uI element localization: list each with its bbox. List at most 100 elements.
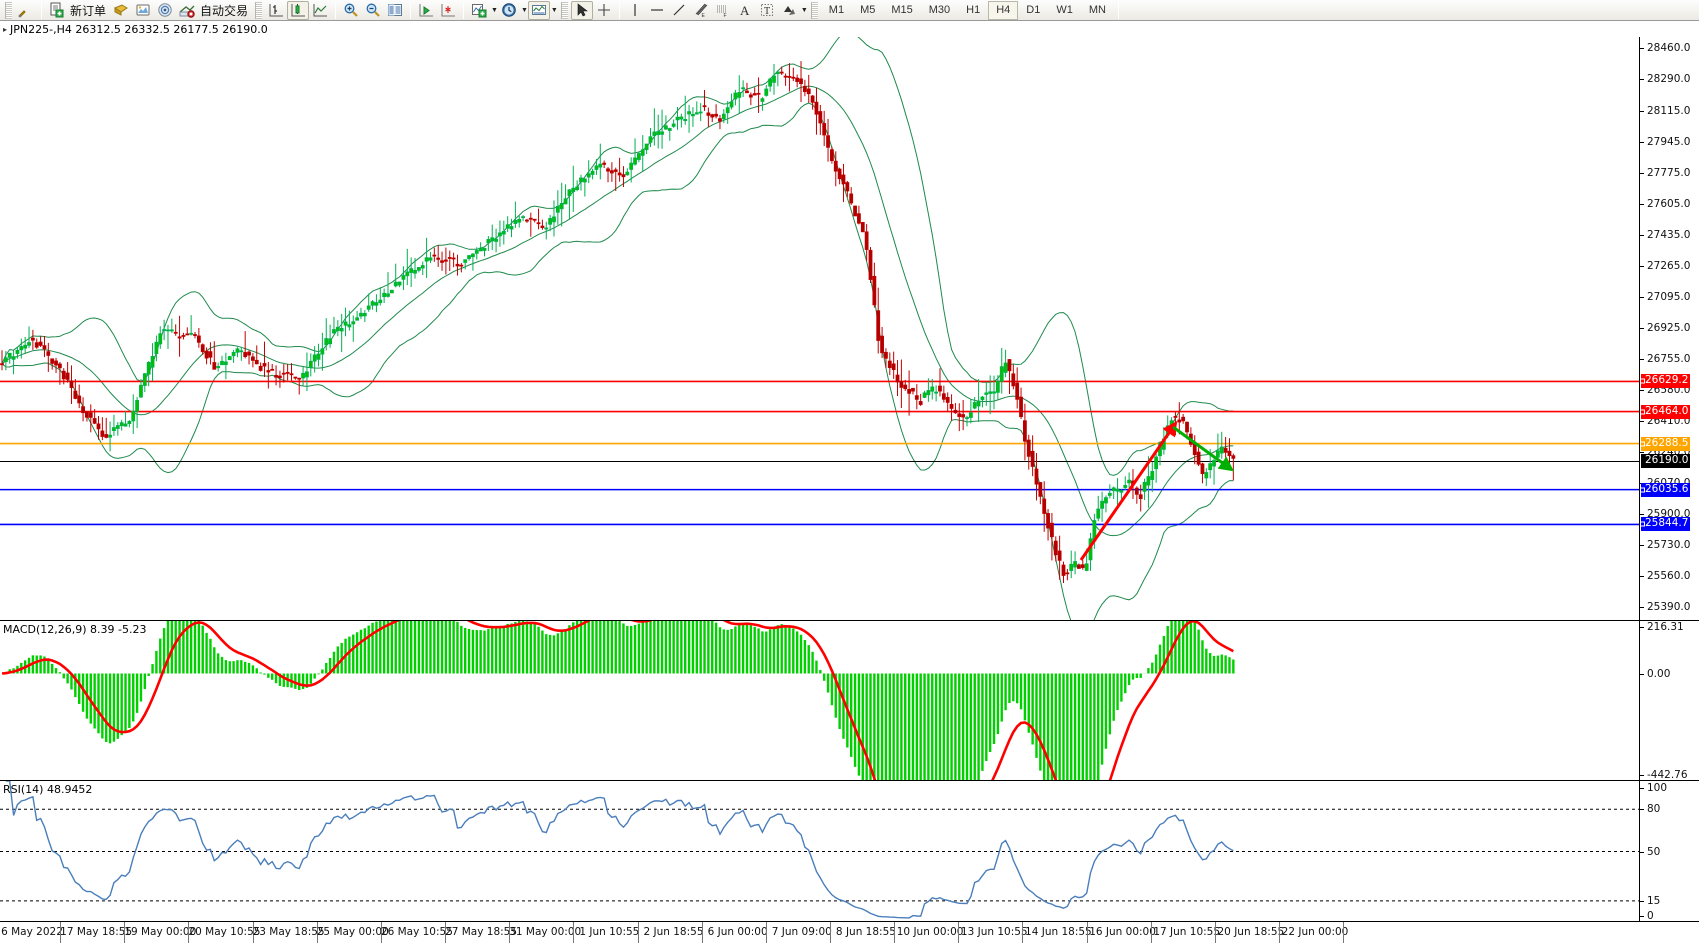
templates-icon[interactable] — [527, 0, 550, 20]
period-dropdown-icon[interactable]: ▼ — [520, 6, 528, 14]
macd-plot[interactable] — [0, 621, 1699, 780]
level-handle[interactable] — [1640, 441, 1645, 447]
time-axis[interactable]: 6 May 2022 17 May 18:55 19 May 00:00 20 May… — [0, 921, 1699, 943]
level-handle[interactable] — [1640, 487, 1645, 493]
indicators-dropdown-icon[interactable]: ▼ — [491, 6, 498, 14]
rsi-pane[interactable]: RSI(14) 48.9452 100 80 50 15 0 — [0, 780, 1699, 922]
rsi-tick: 50 — [1640, 846, 1660, 858]
price-level-badge-resistance[interactable]: 26629.2 — [1640, 374, 1691, 389]
time-separator — [124, 922, 126, 943]
rsi-axis[interactable]: 100 80 50 15 0 — [1639, 781, 1699, 922]
text-icon[interactable]: A — [734, 1, 756, 20]
collapse-icon[interactable]: ▸ — [3, 25, 8, 34]
price-level-badge-support[interactable]: 26035.6 — [1640, 482, 1691, 497]
zoom-out-icon[interactable] — [362, 1, 384, 20]
rsi-tick: 0 — [1640, 910, 1654, 922]
toolbar-separator-3 — [410, 1, 412, 19]
main-toolbar: 新订单 自动交易 — [0, 0, 1699, 21]
candlestick-icon[interactable] — [287, 0, 310, 20]
price-level-badge-last-price[interactable]: 26190.0 — [1641, 454, 1691, 469]
svg-text:A: A — [740, 3, 750, 18]
news-icon[interactable] — [132, 1, 154, 20]
timeframe-h1[interactable]: H1 — [966, 4, 981, 16]
price-tick: 25390.0 — [1640, 601, 1690, 613]
svg-text:T: T — [764, 6, 770, 17]
time-separator — [701, 922, 703, 943]
bar-chart-icon[interactable] — [265, 1, 287, 20]
time-tick: 23 May 18:55 — [252, 926, 325, 938]
text-label-icon[interactable]: T — [756, 1, 778, 20]
time-separator — [894, 922, 896, 943]
auto-trading-label[interactable]: 自动交易 — [200, 3, 249, 18]
auto-trading-icon[interactable] — [176, 1, 198, 20]
time-separator — [1279, 922, 1280, 943]
price-axis[interactable]: 28460.0 28290.0 28115.0 27945.0 27775.0 27605… — [1639, 37, 1699, 620]
mailbox-icon[interactable] — [15, 1, 37, 20]
price-tick: 27605.0 — [1640, 198, 1690, 210]
timeframe-w1[interactable]: W1 — [1056, 4, 1073, 16]
symbol-ohlc-text: JPN225-,H4 26312.5 26332.5 26177.5 26190… — [10, 23, 268, 36]
price-tick: 27095.0 — [1640, 291, 1690, 303]
indicators-icon[interactable] — [468, 1, 490, 20]
time-separator — [1343, 922, 1344, 943]
time-separator — [958, 922, 960, 943]
new-order-label[interactable]: 新订单 — [70, 3, 107, 18]
zoom-in-icon[interactable] — [340, 1, 362, 20]
fibonacci-icon[interactable]: F — [712, 1, 734, 20]
chart-shift-icon[interactable] — [437, 1, 459, 20]
time-tick: 7 Jun 09:00 — [771, 926, 832, 938]
macd-tick: 216.31 — [1640, 621, 1684, 633]
templates-dropdown-icon[interactable]: ▼ — [550, 6, 558, 14]
trendline-icon[interactable] — [668, 1, 690, 20]
horizontal-line-icon[interactable] — [646, 1, 668, 20]
price-level-badge-resistance[interactable]: 26464.0 — [1640, 404, 1691, 419]
price-tick: 27435.0 — [1640, 229, 1690, 241]
arrows-dropdown-icon[interactable]: ▼ — [800, 6, 808, 14]
alerts-icon[interactable] — [154, 1, 176, 20]
toolbar-separator-5 — [618, 1, 620, 19]
time-tick: 8 Jun 18:55 — [835, 926, 896, 938]
timeframe-mn[interactable]: MN — [1088, 4, 1106, 16]
history-icon[interactable] — [110, 1, 132, 20]
crosshair-icon[interactable] — [593, 1, 615, 20]
timeframe-m5[interactable]: M5 — [860, 4, 876, 16]
new-order-icon[interactable] — [46, 1, 68, 20]
time-separator — [252, 922, 254, 943]
rsi-tick: 100 — [1640, 782, 1667, 794]
level-handle[interactable] — [1640, 521, 1645, 527]
level-handle[interactable] — [1640, 409, 1645, 415]
toolbar-grip-4[interactable] — [810, 1, 818, 19]
rsi-plot[interactable] — [0, 781, 1699, 921]
data-window-icon[interactable] — [384, 1, 406, 20]
auto-scroll-icon[interactable] — [415, 1, 437, 20]
vertical-line-icon[interactable] — [624, 1, 646, 20]
cursor-arrow-icon[interactable] — [570, 0, 593, 20]
chart-area: 28460.0 28290.0 28115.0 27945.0 27775.0 27605… — [0, 20, 1699, 943]
price-plot[interactable] — [0, 37, 1699, 620]
price-tick: 25730.0 — [1640, 539, 1690, 551]
svg-text:F: F — [723, 13, 726, 18]
arrows-icon[interactable] — [778, 1, 800, 20]
toolbar-grip-3[interactable] — [560, 1, 568, 19]
toolbar-separator-2 — [335, 1, 337, 19]
macd-pane[interactable]: MACD(12,26,9) 8.39 -5.23 216.31 0.00 -442.… — [0, 620, 1699, 781]
toolbar-grip-2[interactable] — [255, 1, 263, 19]
price-level-badge-support[interactable]: 25844.7 — [1640, 517, 1691, 532]
timeframe-d1[interactable]: D1 — [1026, 4, 1041, 16]
price-pane[interactable]: 28460.0 28290.0 28115.0 27945.0 27775.0 27605… — [0, 37, 1699, 620]
line-chart-icon[interactable] — [309, 1, 331, 20]
timeframe-m15[interactable]: M15 — [891, 4, 913, 16]
timeframe-h4[interactable]: H4 — [988, 0, 1019, 20]
toolbar-grip[interactable] — [5, 1, 12, 19]
time-tick: 27 May 18:55 — [445, 926, 518, 938]
equidistant-channel-icon[interactable]: E — [690, 1, 712, 20]
time-tick: 16 Jun 00:00 — [1089, 926, 1156, 938]
timeframe-m30[interactable]: M30 — [928, 4, 951, 16]
level-handle[interactable] — [1640, 378, 1645, 384]
time-tick: 17 Jun 10:55 — [1153, 926, 1221, 938]
macd-axis[interactable]: 216.31 0.00 -442.76 — [1639, 621, 1699, 781]
period-icon[interactable] — [498, 1, 520, 20]
price-level-badge-pivot[interactable]: 26288.5 — [1640, 436, 1691, 451]
timeframe-m1[interactable]: M1 — [828, 4, 845, 16]
time-separator — [60, 922, 62, 943]
